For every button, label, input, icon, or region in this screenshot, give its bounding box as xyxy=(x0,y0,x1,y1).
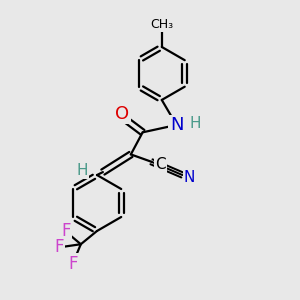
Text: F: F xyxy=(61,222,71,240)
Text: N: N xyxy=(170,116,183,134)
Text: N: N xyxy=(184,170,195,185)
Text: O: O xyxy=(115,105,129,123)
Text: F: F xyxy=(69,255,78,273)
Text: C: C xyxy=(155,157,166,172)
Text: H: H xyxy=(190,116,201,131)
Text: F: F xyxy=(55,238,64,256)
Text: H: H xyxy=(76,163,88,178)
Text: CH₃: CH₃ xyxy=(150,18,173,32)
